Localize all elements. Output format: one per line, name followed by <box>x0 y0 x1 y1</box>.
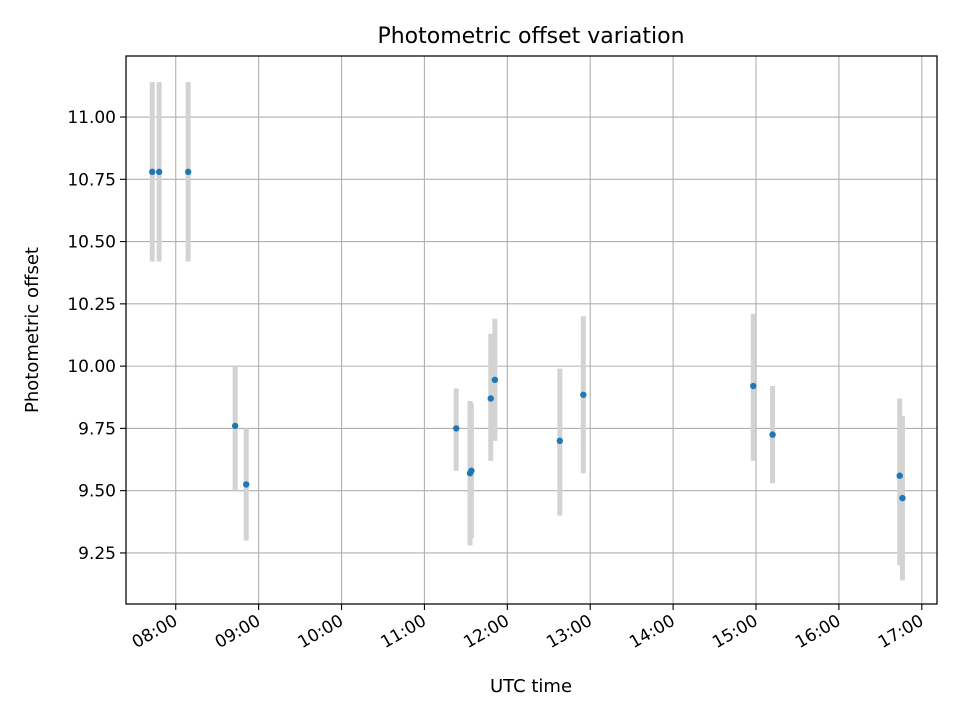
x-axis-label: UTC time <box>490 676 572 697</box>
y-tick-label: 9.25 <box>78 544 116 564</box>
data-point <box>556 437 564 445</box>
data-point <box>750 382 757 390</box>
y-tick-label: 9.75 <box>78 419 116 439</box>
y-tick-label: 10.50 <box>67 233 116 253</box>
data-point <box>231 422 239 430</box>
data-point <box>899 494 906 502</box>
data-point <box>580 391 587 398</box>
y-axis-ticks: 9.25 9.50 9.75 10.00 10.25 10.50 10.75 11.00 <box>67 108 126 564</box>
y-tick-label: 11.00 <box>67 108 116 128</box>
data-points <box>149 168 906 502</box>
grid-lines <box>126 56 937 604</box>
data-point <box>184 168 192 176</box>
plot-frame <box>125 55 938 605</box>
y-tick-label: 9.50 <box>78 482 116 502</box>
data-point <box>769 431 776 438</box>
data-point <box>491 376 499 384</box>
chart-title: Photometric offset variation <box>377 24 684 49</box>
data-point <box>149 168 156 176</box>
data-point <box>453 425 460 432</box>
y-tick-label: 10.25 <box>67 295 116 315</box>
data-point <box>896 472 903 479</box>
y-tick-label: 10.75 <box>67 170 116 190</box>
data-point <box>487 395 494 402</box>
y-axis-label: Photometric offset <box>22 247 43 413</box>
data-point <box>468 467 475 474</box>
y-tick-label: 10.00 <box>67 357 116 377</box>
data-point <box>155 168 163 176</box>
data-point <box>242 481 250 488</box>
